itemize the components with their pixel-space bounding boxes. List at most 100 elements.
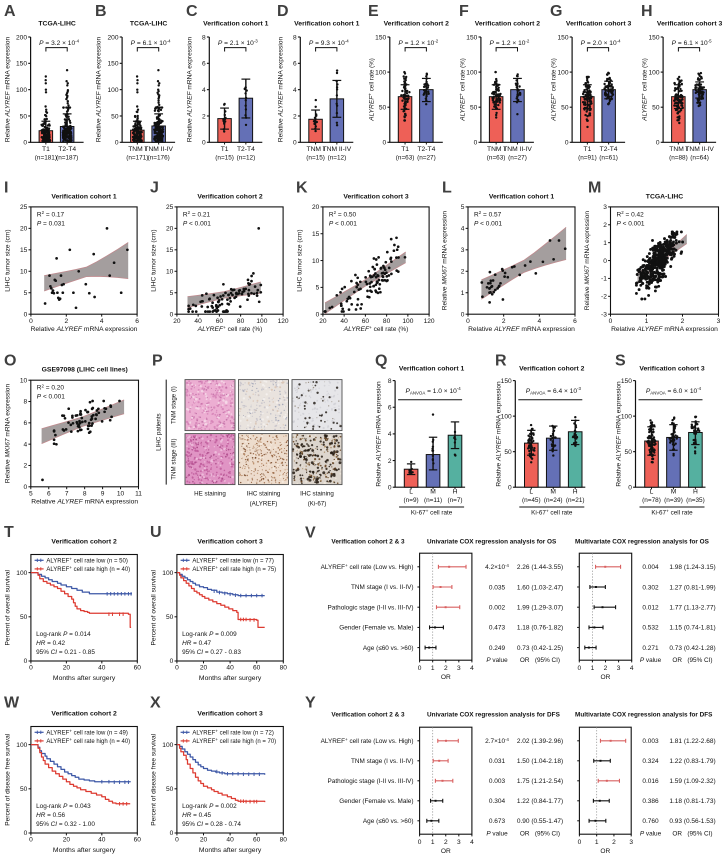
svg-text:HR = 0.45: HR = 0.45 [182, 812, 211, 819]
svg-text:Multivariate COX regression a: Multivariate COX regression analysis for… [575, 712, 713, 719]
svg-text:100: 100 [466, 69, 477, 76]
svg-text:100: 100 [162, 742, 173, 749]
svg-text:(n=7): (n=7) [447, 497, 462, 504]
svg-text:0: 0 [115, 140, 119, 147]
svg-text:2: 2 [388, 458, 392, 465]
svg-text:S: S [615, 353, 626, 370]
svg-text:50: 50 [652, 105, 660, 112]
svg-text:TNM II-IV: TNM II-IV [503, 146, 532, 153]
svg-text:R: R [495, 353, 507, 370]
svg-text:Relative ALYREF mRNA expressio: Relative ALYREF mRNA expression [96, 37, 103, 143]
svg-text:10: 10 [312, 258, 320, 265]
svg-text:150: 150 [375, 34, 386, 41]
svg-text:40: 40 [226, 837, 234, 844]
svg-text:(n=181): (n=181) [35, 155, 57, 162]
svg-text:P = 1.2 × 10-2: P = 1.2 × 10-2 [398, 39, 438, 47]
svg-text:1.77 (1.13-2.77): 1.77 (1.13-2.77) [669, 605, 715, 612]
svg-text:80: 80 [280, 665, 288, 672]
svg-text:3: 3 [603, 204, 607, 211]
svg-text:5: 5 [461, 204, 465, 211]
svg-text:HR = 0.47: HR = 0.47 [182, 640, 211, 647]
svg-text:0.386: 0.386 [642, 798, 659, 805]
svg-text:Percent of disease free surviv: Percent of disease free survival [150, 733, 157, 826]
svg-text:0: 0 [418, 665, 422, 672]
svg-text:ALYREF+ cell rate high (n = 70: ALYREF+ cell rate high (n = 70) [192, 737, 276, 745]
svg-text:OR (95% CI): OR (95% CI) [672, 830, 712, 837]
svg-text:T2-T4: T2-T4 [417, 146, 435, 153]
svg-text:V: V [305, 524, 316, 541]
svg-text:P = 2.1 × 10-3: P = 2.1 × 10-3 [218, 39, 258, 47]
svg-text:(n=45): (n=45) [522, 497, 541, 504]
svg-text:120: 120 [424, 318, 435, 325]
svg-text:ALYREF+ cell rate (%): ALYREF+ cell rate (%) [343, 326, 409, 333]
svg-text:0.532: 0.532 [642, 625, 659, 632]
svg-text:20: 20 [319, 318, 327, 325]
svg-text:P < 0.001: P < 0.001 [617, 220, 645, 227]
svg-text:TNM stage (I): TNM stage (I) [171, 386, 178, 424]
svg-text:ALYREF+ cell rate high (n = 40: ALYREF+ cell rate high (n = 40) [46, 565, 130, 573]
svg-text:TNM I: TNM I [128, 146, 146, 153]
svg-text:OR (95% CI): OR (95% CI) [520, 657, 560, 664]
svg-text:Pathologic stage (I-II vs. III: Pathologic stage (I-II vs. III-IV) [328, 604, 414, 611]
svg-text:H: H [453, 489, 458, 496]
svg-text:4.2×10-4: 4.2×10-4 [485, 563, 509, 571]
svg-text:Verification cohort 1: Verification cohort 1 [399, 366, 465, 373]
svg-text:F: F [459, 3, 469, 20]
svg-text:0: 0 [466, 318, 470, 325]
svg-text:T1: T1 [401, 146, 409, 153]
svg-text:95% CI = 0.27 - 0.83: 95% CI = 0.27 - 0.83 [182, 649, 241, 656]
svg-text:100: 100 [107, 87, 118, 94]
svg-text:Months after surgery: Months after surgery [199, 847, 262, 854]
svg-text:Months after surgery: Months after surgery [53, 675, 116, 682]
svg-text:OR: OR [441, 674, 451, 681]
svg-text:80: 80 [237, 318, 245, 325]
svg-text:Verification cohort 3: Verification cohort 3 [639, 366, 705, 373]
svg-text:Verification cohort 2: Verification cohort 2 [197, 193, 263, 200]
svg-text:20: 20 [200, 837, 208, 844]
svg-text:(n=35): (n=35) [686, 497, 705, 504]
svg-text:R2 = 0.50: R2 = 0.50 [329, 210, 357, 218]
svg-text:Y: Y [305, 694, 316, 711]
svg-text:100: 100 [501, 413, 512, 420]
svg-text:0: 0 [29, 665, 33, 672]
svg-text:Verification cohort 3: Verification cohort 3 [197, 710, 263, 717]
svg-text:P value: P value [486, 657, 508, 664]
svg-text:7: 7 [65, 490, 69, 497]
svg-text:0: 0 [388, 485, 392, 492]
svg-text:Verification cohort 1: Verification cohort 1 [51, 193, 117, 200]
svg-text:5: 5 [29, 490, 33, 497]
svg-text:LIHC patients: LIHC patients [156, 413, 163, 451]
svg-text:Verification cohort 2: Verification cohort 2 [519, 366, 585, 373]
svg-text:Verification cohort 3: Verification cohort 3 [566, 21, 632, 28]
svg-text:50: 50 [20, 614, 28, 621]
svg-text:ALYREF+ cell rate high (n = 75: ALYREF+ cell rate high (n = 75) [192, 565, 276, 573]
svg-text:(n=171): (n=171) [126, 155, 148, 162]
svg-text:Multivariate COX regression a: Multivariate COX regression analysis for… [575, 539, 710, 546]
svg-text:ALYREF+ cell rate (%): ALYREF+ cell rate (%) [460, 58, 467, 122]
svg-text:Ki-67+ cell rate: Ki-67+ cell rate [411, 509, 453, 516]
svg-text:TNM II-IV: TNM II-IV [323, 146, 352, 153]
svg-text:P = 1.2 × 10-2: P = 1.2 × 10-2 [489, 39, 529, 47]
svg-text:L: L [442, 179, 452, 196]
svg-text:(n=63): (n=63) [487, 155, 506, 162]
svg-text:0: 0 [170, 311, 174, 318]
svg-text:TCGA-LIHC: TCGA-LIHC [646, 193, 683, 200]
svg-text:100: 100 [621, 413, 632, 420]
svg-text:Relative ALYREF mRNA expressio: Relative ALYREF mRNA expression [496, 381, 503, 487]
svg-text:Verification cohort 3: Verification cohort 3 [197, 538, 263, 545]
svg-text:0: 0 [577, 665, 581, 672]
svg-text:ALYREF+ cell rate (Low vs. Hig: ALYREF+ cell rate (Low vs. High) [321, 563, 414, 571]
svg-text:0: 0 [29, 837, 33, 844]
svg-text:10: 10 [166, 269, 174, 276]
svg-text:ALYREF+ cell rate (%): ALYREF+ cell rate (%) [369, 58, 376, 122]
svg-text:T1: T1 [221, 146, 229, 153]
svg-text:1: 1 [591, 665, 595, 672]
svg-text:0: 0 [202, 140, 206, 147]
svg-text:4: 4 [24, 441, 28, 448]
svg-text:20: 20 [200, 665, 208, 672]
svg-text:6: 6 [135, 318, 139, 325]
svg-text:4: 4 [470, 839, 474, 846]
svg-text:IHC staining: IHC staining [300, 491, 334, 498]
svg-text:(n=15): (n=15) [215, 155, 234, 162]
svg-text:2.7×10-4: 2.7×10-4 [485, 737, 509, 745]
